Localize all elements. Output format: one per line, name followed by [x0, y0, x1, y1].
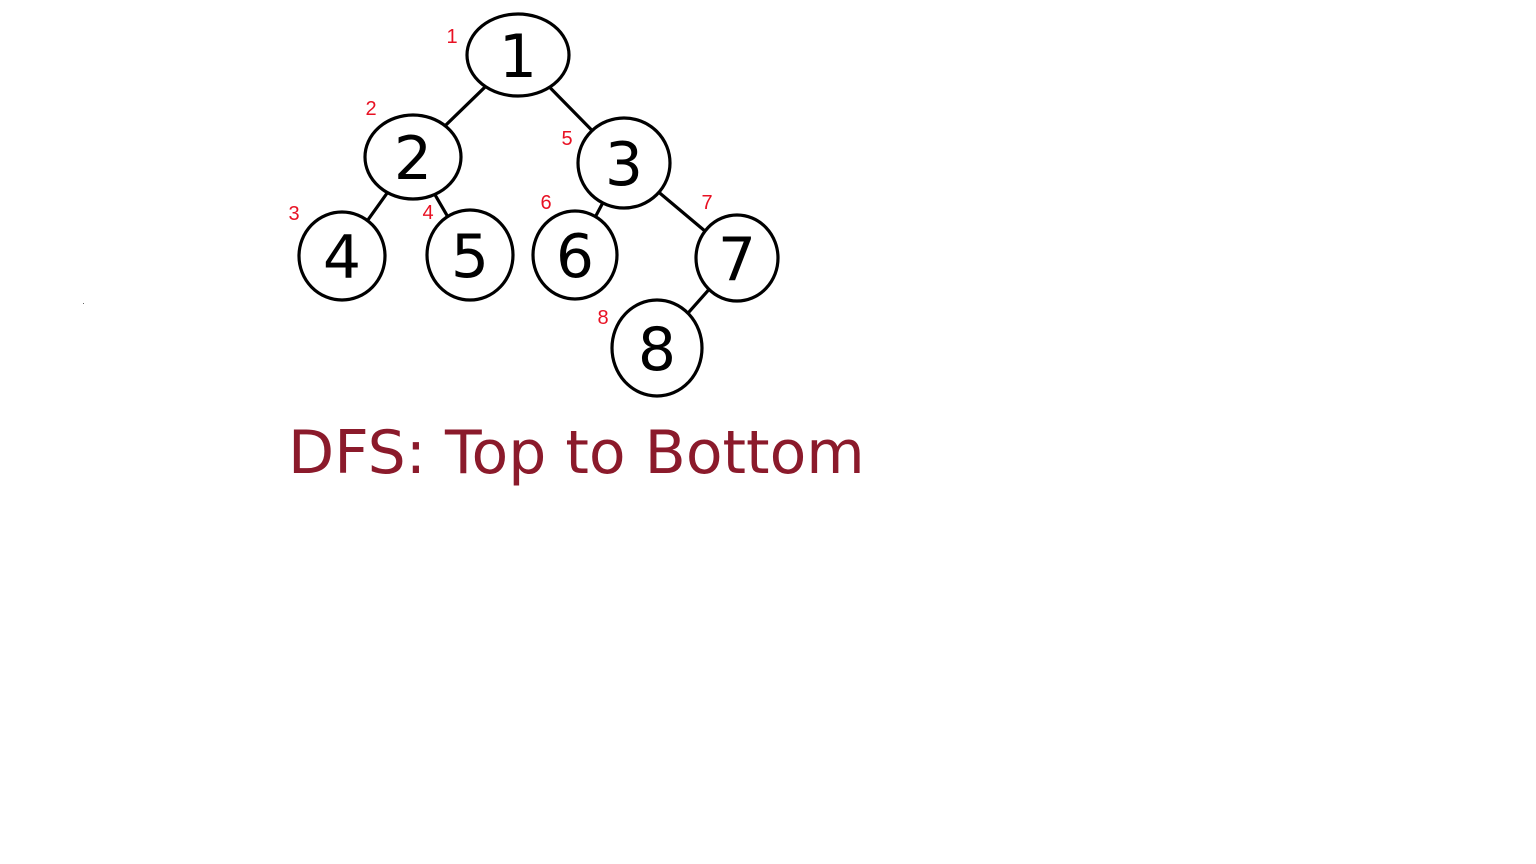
tree-node-3: 3: [576, 116, 672, 210]
node-label-5: 5: [451, 222, 489, 292]
visit-order-label-2: 2: [365, 98, 376, 120]
visit-order-label-4: 3: [288, 203, 299, 225]
node-circle-7: [694, 213, 780, 303]
tree-node-8: 8: [610, 298, 704, 398]
tree-edges: [363, 82, 714, 318]
edge-2-4: [363, 188, 392, 226]
visit-order-label-8: 8: [597, 307, 608, 329]
node-circle-1: [465, 12, 571, 98]
edge-1-3: [545, 83, 597, 135]
visit-order-label-3: 5: [561, 128, 572, 150]
visit-order-label-1: 1: [446, 26, 457, 48]
visit-order-label-6: 6: [540, 192, 551, 214]
tree-node-6: 6: [531, 209, 619, 301]
node-label-1: 1: [499, 22, 537, 92]
diagram-caption: DFS: Top to Bottom: [288, 418, 865, 488]
tree-node-1: 1: [465, 12, 571, 98]
node-circle-3: [576, 116, 672, 210]
tree-node-7: 7: [694, 213, 780, 303]
stray-dot: [83, 303, 84, 304]
node-label-4: 4: [323, 223, 361, 293]
visit-order-label-5: 4: [422, 202, 433, 224]
node-label-3: 3: [605, 130, 643, 200]
tree-nodes: 12 34 5 6 78: [297, 12, 780, 398]
node-circle-8: [610, 298, 704, 398]
visit-order-label-7: 7: [701, 192, 712, 214]
node-circle-4: [297, 210, 387, 302]
tree-node-2: 2: [363, 113, 463, 201]
edge-1-2: [440, 82, 490, 130]
node-circle-2: [363, 113, 463, 201]
tree-node-4: 4: [297, 210, 387, 302]
node-label-7: 7: [718, 225, 756, 295]
node-label-8: 8: [638, 315, 676, 385]
edge-3-7: [654, 188, 710, 236]
node-label-2: 2: [394, 124, 432, 194]
node-label-6: 6: [556, 222, 594, 292]
node-circle-5: [425, 208, 515, 302]
node-circle-6: [531, 209, 619, 301]
tree-node-5: 5: [425, 208, 515, 302]
edge-7-8: [683, 284, 714, 318]
